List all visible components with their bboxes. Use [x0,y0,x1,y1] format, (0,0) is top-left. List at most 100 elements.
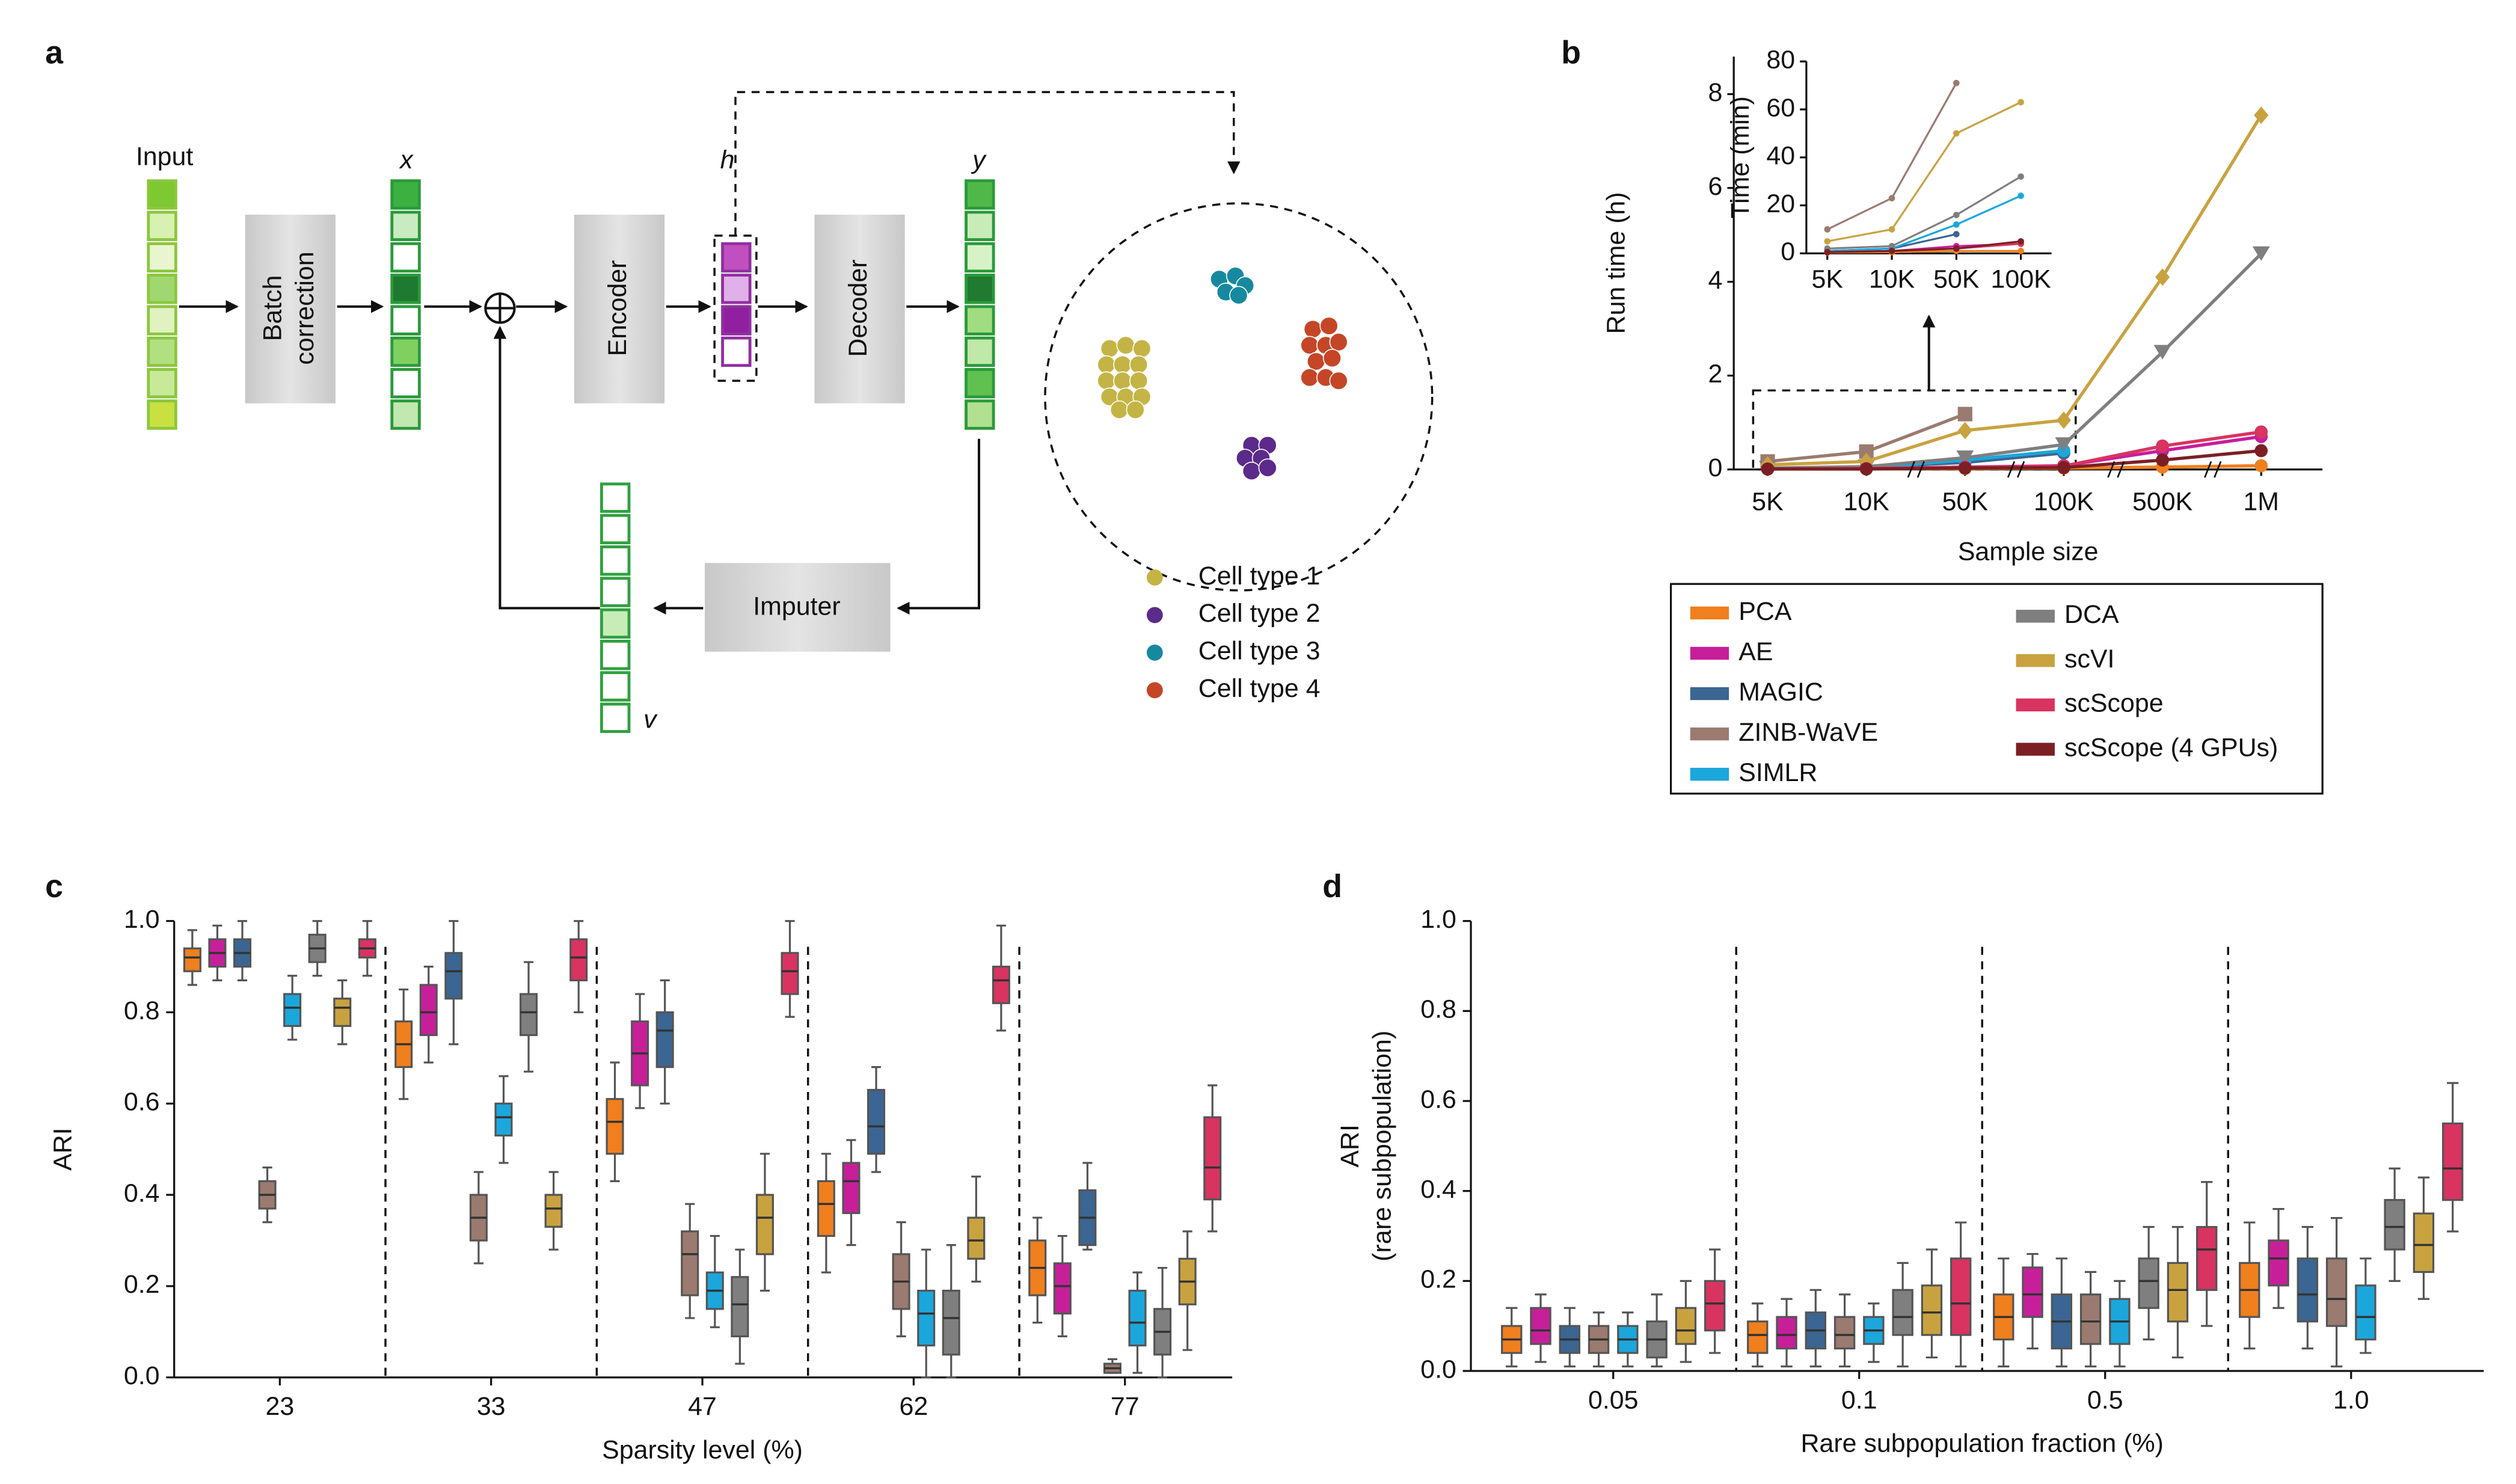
point [1888,248,1895,254]
point [1953,130,1960,137]
legend-dot [1146,645,1163,661]
cell-dot [1258,458,1277,477]
input-label: Input [136,142,194,171]
x-tick-label: 5K [1812,265,1844,293]
point [1824,226,1831,233]
box [1053,1262,1072,1315]
box [817,1180,835,1237]
box [1203,1116,1222,1201]
legend-label: Cell type 2 [1198,599,1321,628]
legend-dot [1146,607,1163,624]
box [992,966,1010,1004]
x-tick-label: 1.0 [2333,1385,2369,1414]
axis-break [2204,461,2222,478]
legend-label: DCA [2064,600,2119,629]
point [1888,243,1895,250]
legend-swatch [2016,698,2055,712]
legend-label: SIMLR [1738,758,1817,787]
box [1675,1307,1697,1345]
y-tick-label: 80 [1766,46,1795,75]
box [2413,1212,2435,1273]
cell-dot [1116,336,1135,355]
cluster-circle [1044,202,1434,592]
cell-dot [1300,368,1319,387]
cell-dot [1129,355,1149,374]
legend-label: scScope [2064,689,2164,718]
cell-dot [1300,336,1319,355]
point [2017,173,2024,180]
y-tick-label: 2 [1708,360,1723,388]
vector-cell [965,368,995,399]
x-axis-label: Sparsity level (%) [602,1435,803,1464]
box [2196,1225,2218,1291]
point [1824,249,1831,256]
cell-dot [1322,349,1342,368]
legend-swatch [1690,727,1729,741]
point [1953,212,1960,218]
axis-break [2107,461,2125,478]
h-label: h [720,146,735,174]
point [2017,99,2024,106]
arrow [897,438,981,615]
series-line [1827,82,1957,230]
point [2254,459,2268,473]
box [917,1289,936,1347]
vector-cell [965,399,995,430]
box [731,1276,749,1338]
box [781,952,799,995]
x-tick-label: 23 [265,1392,294,1421]
y-tick-label: 0.8 [1420,995,1456,1024]
vector-cell [965,242,995,273]
vector-cell [965,305,995,336]
cell-dot [1126,400,1145,420]
box [1128,1289,1147,1347]
legend-swatch [1690,606,1729,620]
point [2055,437,2073,452]
x-tick-label: 77 [1111,1392,1140,1421]
vector-cell [600,514,631,545]
y-tick-label: 40 [1766,141,1795,170]
y-axis-label: Run time (h) [1601,192,1630,334]
legend-label: scScope (4 GPUs) [2064,733,2278,762]
vector-cell [147,210,177,241]
legend-swatch [1690,767,1729,781]
legend-label: MAGIC [1738,678,1823,707]
box [1776,1316,1797,1350]
y-tick-label: 0 [1781,238,1795,266]
cell-dot [1329,371,1348,390]
box [520,993,538,1037]
x-tick-label: 500K [2132,487,2193,516]
y-label: y [971,146,987,174]
vector-cell [965,179,995,210]
x-tick-label: 0.1 [1841,1385,1877,1414]
point [1953,221,1960,228]
point [1761,462,1775,476]
legend-label: ZINB-WaVE [1738,718,1878,747]
series-line [1767,449,2262,471]
box [2384,1199,2405,1251]
y-tick-label: 20 [1766,189,1795,218]
x-tick-label: 50K [1942,487,1989,516]
y-tick-label: 0.0 [1420,1355,1456,1384]
x-tick-label: 100K [2034,487,2094,516]
legend-swatch [1690,687,1729,701]
box [1833,1316,1856,1350]
legend-label: Cell type 1 [1198,562,1321,590]
vector-cell [390,242,421,273]
box [867,1088,886,1155]
point [2153,345,2171,360]
cell-dot [1097,371,1116,390]
vector-cell [390,399,421,430]
point [1956,450,1974,465]
box [419,984,438,1037]
vector-cell [600,545,631,576]
point [1824,238,1831,245]
y-tick-label: 6 [1708,172,1723,201]
legend-swatch [2016,610,2055,623]
box [2442,1122,2464,1201]
vector-cell [965,336,995,367]
point [2017,192,2024,199]
box [2325,1257,2348,1327]
x-axis-label: Sample size [1958,538,2099,566]
x-tick-label: 5K [1752,487,1784,516]
